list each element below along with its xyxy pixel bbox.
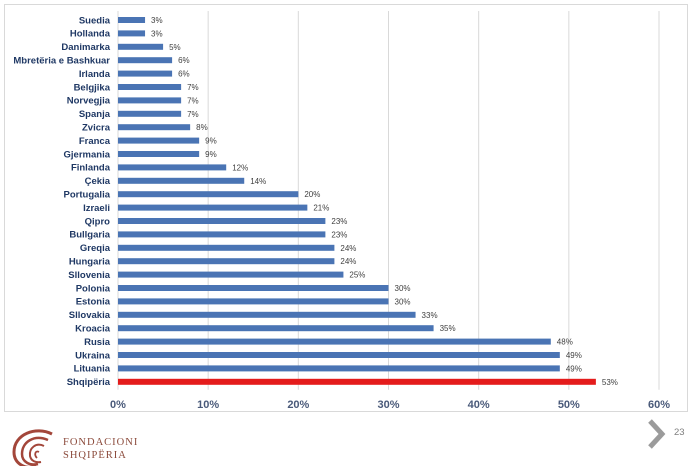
bar [118, 285, 389, 291]
data-label: 23% [331, 230, 347, 239]
chevron-right-icon[interactable] [646, 419, 668, 449]
data-label: 25% [349, 271, 365, 280]
organization-name: FONDACIONI SHQIPËRIA [63, 436, 138, 462]
x-tick-label: 20% [287, 399, 309, 411]
category-label: Polonia [76, 283, 111, 294]
bar [118, 218, 326, 224]
data-label: 9% [205, 137, 217, 146]
bar-chart: 0% 10% 20% 30% 40% 50% 60% Suedia 3% Hollanda 3% Da… [13, 11, 670, 411]
bar [118, 325, 434, 332]
bar [118, 338, 551, 345]
data-label: 3% [151, 29, 163, 38]
organization-name-line1: FONDACIONI [63, 437, 139, 448]
bar [118, 164, 227, 171]
x-tick-label: 10% [197, 399, 219, 411]
category-label: Portugalia [64, 190, 111, 201]
bar [118, 365, 560, 372]
data-label: 48% [557, 338, 573, 347]
category-label: Danimarka [61, 42, 110, 53]
data-label: 6% [178, 56, 190, 65]
category-label: Hungaria [69, 257, 111, 268]
bar [118, 378, 596, 385]
data-label: 24% [340, 257, 356, 266]
organization-name-line2: SHQIPËRIA [63, 450, 127, 461]
category-label: Shqipëria [67, 377, 111, 388]
bar [118, 57, 173, 64]
bar [118, 298, 389, 305]
data-label: 9% [205, 150, 217, 159]
data-label: 21% [313, 204, 329, 213]
category-label: Hollanda [70, 29, 111, 40]
bar [118, 70, 173, 77]
bar [118, 137, 200, 144]
bar [118, 352, 560, 358]
data-label: 33% [422, 311, 438, 320]
category-label: Ukraina [75, 350, 111, 361]
data-label: 30% [395, 297, 411, 306]
category-label: Estonia [76, 297, 111, 308]
bar [118, 43, 164, 50]
bar [118, 151, 200, 157]
data-label: 7% [187, 96, 199, 105]
data-label: 3% [151, 16, 163, 25]
page-number: 23 [674, 427, 685, 438]
category-label: Spanja [79, 109, 111, 120]
data-label: 53% [602, 378, 618, 387]
x-tick-label: 50% [558, 399, 580, 411]
foundation-logo [12, 429, 53, 466]
data-label: 23% [331, 217, 347, 226]
data-label: 24% [340, 244, 356, 253]
category-label: Mbretëria e Bashkuar [13, 56, 110, 67]
data-label: 7% [187, 83, 199, 92]
x-tick-label: 0% [110, 399, 126, 411]
bar [118, 258, 335, 265]
category-label: Finlanda [71, 163, 111, 174]
category-label: Norvegjia [67, 96, 111, 107]
category-label: Bullgaria [69, 230, 110, 241]
category-label: Qipro [85, 216, 111, 227]
data-label: 49% [566, 364, 582, 373]
category-label: Rusia [84, 337, 111, 348]
bar [118, 191, 299, 198]
category-label: Greqia [80, 243, 111, 254]
data-label: 35% [440, 324, 456, 333]
data-label: 7% [187, 110, 199, 119]
bar [118, 17, 146, 23]
data-label: 5% [169, 43, 181, 52]
data-label: 8% [196, 123, 208, 132]
data-label: 49% [566, 351, 582, 360]
category-label: Lituania [74, 364, 111, 375]
category-label: Gjermania [64, 149, 111, 160]
bar [118, 231, 326, 238]
category-label: Franca [79, 136, 111, 147]
category-label: Irlanda [79, 69, 111, 80]
x-tick-label: 40% [468, 399, 490, 411]
data-label: 14% [250, 177, 266, 186]
bar [118, 244, 335, 251]
bar [118, 177, 245, 184]
x-tick-label: 60% [648, 399, 670, 411]
x-tick-label: 30% [377, 399, 399, 411]
category-label: Belgjika [74, 82, 111, 93]
chart-area: 0% 10% 20% 30% 40% 50% 60% Suedia 3% Hollanda 3% Da… [4, 4, 688, 412]
bar [118, 30, 146, 37]
category-label: Sllovenia [68, 270, 110, 281]
data-label: 6% [178, 70, 190, 79]
data-label: 12% [232, 163, 248, 172]
data-label: 20% [304, 190, 320, 199]
category-label: Zvicra [82, 123, 111, 134]
category-label: Suedia [79, 15, 111, 26]
bar [118, 204, 308, 211]
bar [118, 110, 182, 117]
bar [118, 124, 191, 131]
category-label: Çekia [85, 176, 111, 187]
bar [118, 97, 182, 104]
category-label: Izraeli [83, 203, 110, 214]
data-label: 30% [395, 284, 411, 293]
bar [118, 271, 344, 278]
bar [118, 311, 416, 318]
bar [118, 84, 182, 90]
category-label: Sllovakia [69, 310, 111, 321]
category-label: Kroacia [75, 324, 111, 335]
